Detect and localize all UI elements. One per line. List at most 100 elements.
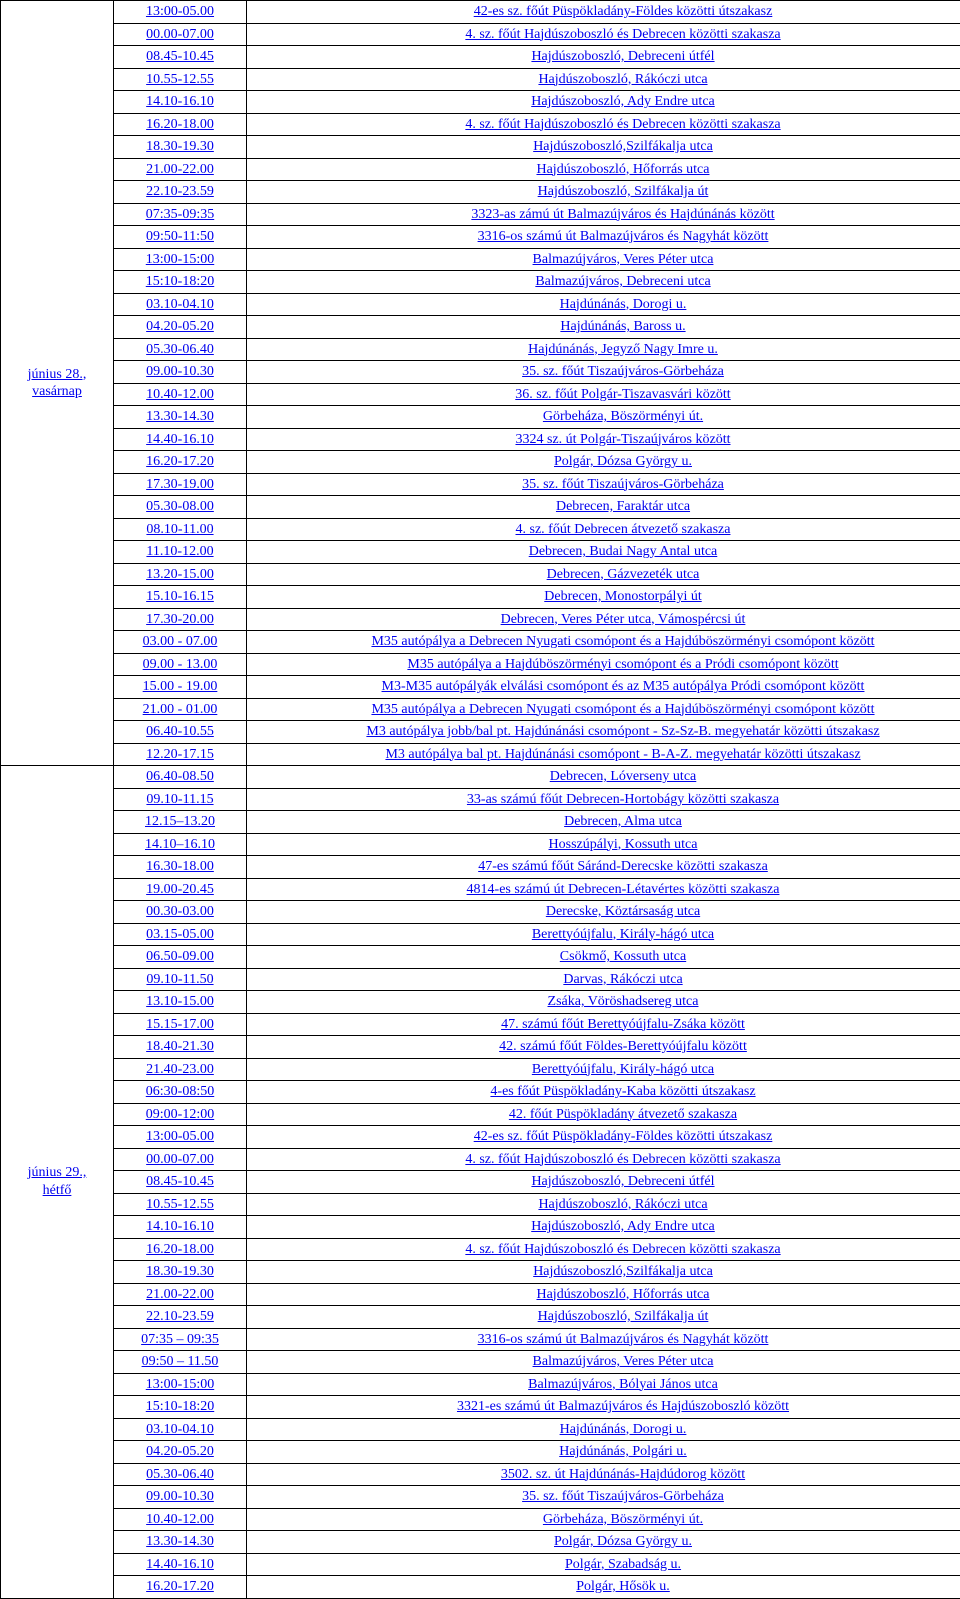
description-link[interactable]: 33-as számú főút Debrecen-Hortobágy közö… [467, 792, 779, 807]
time-link[interactable]: 18.30-19.30 [146, 139, 214, 154]
description-link[interactable]: Hajdúszoboszló,Szilfákalja utca [533, 1264, 713, 1279]
time-link[interactable]: 00.00-07.00 [146, 27, 214, 42]
description-link[interactable]: Hajdúszoboszló, Ady Endre utca [531, 1219, 715, 1234]
time-link[interactable]: 13.30-14.30 [146, 409, 214, 424]
time-link[interactable]: 03.10-04.10 [146, 297, 214, 312]
time-link[interactable]: 09.00 - 13.00 [143, 657, 218, 672]
time-link[interactable]: 15:10-18:20 [146, 274, 214, 289]
description-link[interactable]: Hajdúszoboszló, Szilfákalja út [538, 184, 709, 199]
time-link[interactable]: 21.00-22.00 [146, 162, 214, 177]
time-link[interactable]: 19.00-20.45 [146, 882, 214, 897]
time-link[interactable]: 15.15-17.00 [146, 1017, 214, 1032]
time-link[interactable]: 21.00-22.00 [146, 1287, 214, 1302]
time-link[interactable]: 17.30-19.00 [146, 477, 214, 492]
description-link[interactable]: Polgár, Szabadság u. [565, 1557, 681, 1572]
description-link[interactable]: Görbeháza, Böszörményi út. [543, 409, 703, 424]
description-link[interactable]: Hajdúszoboszló, Rákóczi utca [538, 72, 707, 87]
description-link[interactable]: M3 autópálya bal pt. Hajdúnánási csomópo… [385, 747, 860, 762]
description-link[interactable]: Berettyóújfalu, Király-hágó utca [532, 927, 714, 942]
time-link[interactable]: 09:50 – 11.50 [142, 1354, 219, 1369]
time-link[interactable]: 16.20-17.20 [146, 1579, 214, 1594]
description-link[interactable]: Hajdúszoboszló, Rákóczi utca [538, 1197, 707, 1212]
description-link[interactable]: 35. sz. főút Tiszaújváros-Görbeháza [522, 477, 724, 492]
description-link[interactable]: Debrecen, Gázvezeték utca [547, 567, 700, 582]
description-link[interactable]: 4. sz. főút Hajdúszoboszló és Debrecen k… [465, 1242, 780, 1257]
time-link[interactable]: 18.30-19.30 [146, 1264, 214, 1279]
description-link[interactable]: Debrecen, Monostorpályi út [544, 589, 701, 604]
time-link[interactable]: 09.10-11.15 [146, 792, 213, 807]
time-link[interactable]: 09:50-11:50 [146, 229, 214, 244]
time-link[interactable]: 09.00-10.30 [146, 1489, 214, 1504]
description-link[interactable]: Berettyóújfalu, Király-hágó utca [532, 1062, 714, 1077]
description-link[interactable]: Debrecen, Alma utca [564, 814, 682, 829]
time-link[interactable]: 13:00-05.00 [146, 4, 214, 19]
time-link[interactable]: 10.40-12.00 [146, 387, 214, 402]
description-link[interactable]: 42. számú főút Földes-Berettyóújfalu köz… [499, 1039, 747, 1054]
time-link[interactable]: 22.10-23.59 [146, 1309, 214, 1324]
time-link[interactable]: 05.30-08.00 [146, 499, 214, 514]
description-link[interactable]: Zsáka, Vöröshadsereg utca [548, 994, 699, 1009]
description-link[interactable]: Derecske, Köztársaság utca [546, 904, 700, 919]
description-link[interactable]: 3316-os számú út Balmazújváros és Nagyhá… [478, 229, 769, 244]
time-link[interactable]: 10.40-12.00 [146, 1512, 214, 1527]
description-link[interactable]: 3502. sz. út Hajdúnánás-Hajdúdorog közöt… [501, 1467, 745, 1482]
time-link[interactable]: 16.30-18.00 [146, 859, 214, 874]
description-link[interactable]: Balmazújváros, Bólyai János utca [528, 1377, 718, 1392]
description-link[interactable]: 35. sz. főút Tiszaújváros-Görbeháza [522, 364, 724, 379]
description-link[interactable]: Hosszúpályi, Kossuth utca [549, 837, 698, 852]
description-link[interactable]: 42. főút Püspökladány átvezető szakasza [509, 1107, 737, 1122]
description-link[interactable]: M35 autópálya a Hajdúböszörményi csomópo… [407, 657, 838, 672]
time-link[interactable]: 04.20-05.20 [146, 319, 214, 334]
description-link[interactable]: Hajdúnánás, Jegyző Nagy Imre u. [528, 342, 718, 357]
description-link[interactable]: Balmazújváros, Veres Péter utca [533, 1354, 714, 1369]
time-link[interactable]: 06.40-08.50 [146, 769, 214, 784]
description-link[interactable]: Görbeháza, Böszörményi út. [543, 1512, 703, 1527]
time-link[interactable]: 05.30-06.40 [146, 1467, 214, 1482]
description-link[interactable]: Hajdúnánás, Polgári u. [559, 1444, 687, 1459]
description-link[interactable]: M3 autópálya jobb/bal pt. Hajdúnánási cs… [366, 724, 879, 739]
time-link[interactable]: 13.10-15.00 [146, 994, 214, 1009]
time-link[interactable]: 17.30-20.00 [146, 612, 214, 627]
time-link[interactable]: 16.20-18.00 [146, 117, 214, 132]
time-link[interactable]: 07:35 – 09:35 [141, 1332, 219, 1347]
time-link[interactable]: 10.55-12.55 [146, 1197, 214, 1212]
time-link[interactable]: 03.00 - 07.00 [143, 634, 218, 649]
time-link[interactable]: 13:00-05.00 [146, 1129, 214, 1144]
description-link[interactable]: 36. sz. főút Polgár-Tiszavasvári között [515, 387, 730, 402]
time-link[interactable]: 00.30-03.00 [146, 904, 214, 919]
description-link[interactable]: Hajdúszoboszló, Debreceni útfél [531, 1174, 714, 1189]
time-link[interactable]: 06.50-09.00 [146, 949, 214, 964]
time-link[interactable]: 09.10-11.50 [146, 972, 213, 987]
description-link[interactable]: 4-es főút Püspökladány-Kaba közötti útsz… [490, 1084, 755, 1099]
description-link[interactable]: 3316-os számú út Balmazújváros és Nagyhá… [478, 1332, 769, 1347]
description-link[interactable]: 4. sz. főút Hajdúszoboszló és Debrecen k… [465, 117, 780, 132]
description-link[interactable]: Polgár, Hősök u. [576, 1579, 670, 1594]
description-link[interactable]: Polgár, Dózsa György u. [554, 454, 692, 469]
description-link[interactable]: 42-es sz. főút Püspökladány-Földes közöt… [474, 4, 773, 19]
description-link[interactable]: 3324 sz. út Polgár-Tiszaújváros között [515, 432, 730, 447]
description-link[interactable]: Debrecen, Budai Nagy Antal utca [529, 544, 718, 559]
description-link[interactable]: 47-es számú főút Sáránd-Derecske közötti… [478, 859, 768, 874]
time-link[interactable]: 12.20-17.15 [146, 747, 214, 762]
description-link[interactable]: Hajdúnánás, Baross u. [560, 319, 685, 334]
description-link[interactable]: Balmazújváros, Veres Péter utca [533, 252, 714, 267]
time-link[interactable]: 07:35-09:35 [146, 207, 214, 222]
description-link[interactable]: 3321-es számú út Balmazújváros és Hajdús… [457, 1399, 789, 1414]
description-link[interactable]: M35 autópálya a Debrecen Nyugati csomópo… [371, 702, 874, 717]
description-link[interactable]: 4. sz. főút Hajdúszoboszló és Debrecen k… [465, 1152, 780, 1167]
time-link[interactable]: 15.10-16.15 [146, 589, 214, 604]
time-link[interactable]: 16.20-18.00 [146, 1242, 214, 1257]
description-link[interactable]: Hajdúnánás, Dorogi u. [560, 1422, 687, 1437]
description-link[interactable]: Hajdúszoboszló, Ady Endre utca [531, 94, 715, 109]
time-link[interactable]: 09.00-10.30 [146, 364, 214, 379]
description-link[interactable]: Hajdúszoboszló, Debreceni útfél [531, 49, 714, 64]
time-link[interactable]: 15:10-18:20 [146, 1399, 214, 1414]
description-link[interactable]: Polgár, Dózsa György u. [554, 1534, 692, 1549]
description-link[interactable]: 42-es sz. főút Püspökladány-Földes közöt… [474, 1129, 773, 1144]
time-link[interactable]: 11.10-12.00 [146, 544, 213, 559]
time-link[interactable]: 22.10-23.59 [146, 184, 214, 199]
time-link[interactable]: 04.20-05.20 [146, 1444, 214, 1459]
description-link[interactable]: Darvas, Rákóczi utca [563, 972, 682, 987]
time-link[interactable]: 21.00 - 01.00 [143, 702, 218, 717]
description-link[interactable]: M3-M35 autópályák elválási csomópont és … [382, 679, 865, 694]
